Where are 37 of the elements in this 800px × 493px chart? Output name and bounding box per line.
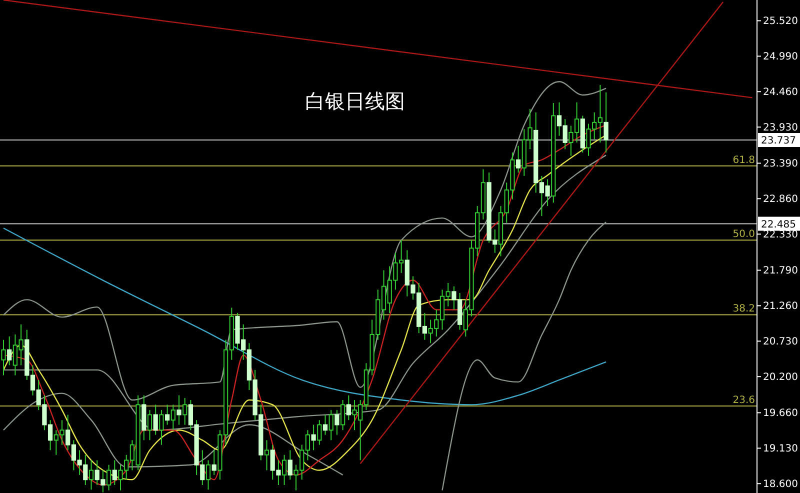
- candlestick: [1, 339, 6, 376]
- candlestick: [340, 400, 346, 431]
- annotation: 50.0: [732, 229, 755, 240]
- y-tick-label: 23.930: [763, 122, 798, 134]
- ref-line-label: 23.737: [761, 136, 796, 147]
- y-tick-label: 24.460: [763, 87, 798, 98]
- y-tick-label: 19.130: [763, 444, 798, 455]
- y-tick-label: 22.860: [763, 194, 798, 206]
- candlestick: [88, 460, 94, 490]
- candlestick: [317, 420, 322, 446]
- ref-line-label: 22.485: [761, 219, 796, 230]
- candlestick: [264, 440, 270, 471]
- candlestick: [182, 398, 188, 426]
- y-tick-label: 20.200: [763, 372, 798, 384]
- y-tick-label: 21.790: [763, 266, 798, 277]
- y-tick-label: 23.390: [763, 158, 798, 170]
- line-series: [2, 228, 607, 406]
- y-tick-label: 25.520: [763, 16, 798, 28]
- y-tick-label: 18.600: [763, 479, 798, 490]
- candlestick: [147, 410, 152, 441]
- candlestick: [170, 404, 176, 431]
- line-series: [442, 221, 607, 491]
- line-series: [2, 154, 607, 431]
- annotation: 38.2: [732, 304, 755, 315]
- annotation: 61.8: [732, 154, 755, 166]
- candlestick: [159, 410, 164, 446]
- text: 白银日线图: [305, 89, 405, 113]
- line-series: [2, 81, 607, 401]
- candlestick: [328, 410, 334, 441]
- y-tick-label: 19.660: [763, 408, 798, 420]
- candlestick: [206, 460, 211, 490]
- y-tick-label: 24.990: [763, 52, 798, 63]
- y-tick-label: 20.730: [763, 336, 798, 348]
- annotation: 23.6: [732, 395, 755, 406]
- candlestick: [106, 464, 112, 491]
- y-tick-label: 21.260: [763, 301, 798, 312]
- candlestick: [282, 454, 287, 486]
